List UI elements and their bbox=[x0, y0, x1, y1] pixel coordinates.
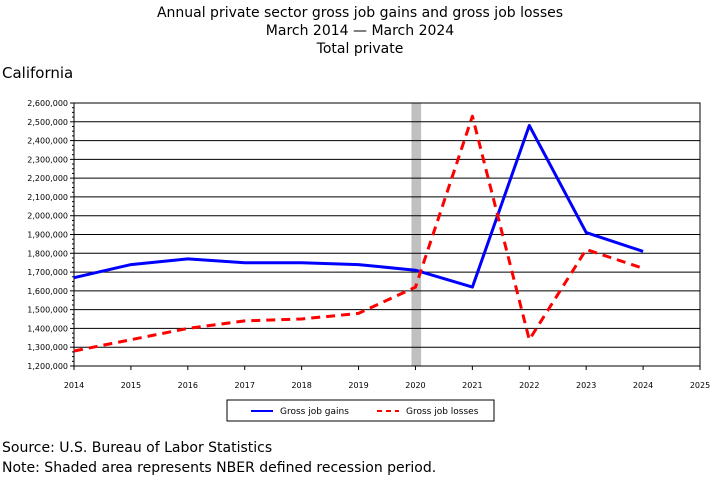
x-tick-label: 2024 bbox=[633, 381, 653, 390]
chart-subtitle-industry: Total private bbox=[316, 41, 404, 57]
x-tick-label: 2019 bbox=[348, 381, 368, 390]
y-tick-label: 2,300,000 bbox=[27, 155, 68, 164]
y-tick-label: 1,400,000 bbox=[27, 324, 68, 333]
gross-job-gains-line bbox=[73, 124, 644, 289]
legend-label-losses: Gross job losses bbox=[406, 407, 479, 417]
x-tick-label: 2020 bbox=[405, 381, 425, 390]
legend-box bbox=[226, 399, 495, 422]
y-tick-label: 1,800,000 bbox=[27, 249, 68, 258]
x-tick-label: 2023 bbox=[576, 381, 596, 390]
chart-title-block: Annual private sector gross job gains an… bbox=[0, 4, 720, 58]
y-tick-label: 1,300,000 bbox=[27, 343, 68, 352]
y-tick-label: 2,200,000 bbox=[27, 174, 68, 183]
recession-note: Note: Shaded area represents NBER define… bbox=[2, 460, 437, 476]
source-note: Source: U.S. Bureau of Labor Statistics bbox=[2, 440, 273, 456]
y-tick-label: 2,500,000 bbox=[27, 118, 68, 127]
x-tick-label: 2017 bbox=[235, 381, 255, 390]
y-tick-label: 2,400,000 bbox=[27, 137, 68, 146]
y-tick-label: 2,600,000 bbox=[27, 99, 68, 108]
y-tick-label: 1,900,000 bbox=[27, 231, 68, 240]
y-tick-label: 1,200,000 bbox=[27, 362, 68, 371]
region-label: California bbox=[2, 64, 74, 82]
x-tick-label: 2021 bbox=[462, 381, 482, 390]
y-tick-label: 1,600,000 bbox=[27, 287, 68, 296]
chart-title: Annual private sector gross job gains an… bbox=[156, 5, 564, 21]
x-tick-label: 2022 bbox=[519, 381, 539, 390]
y-tick-label: 2,000,000 bbox=[27, 212, 68, 221]
chart-subtitle-period: March 2014 — March 2024 bbox=[265, 23, 455, 39]
x-tick-label: 2015 bbox=[121, 381, 141, 390]
gross-job-losses-line bbox=[73, 114, 644, 353]
y-tick-label: 1,700,000 bbox=[27, 268, 68, 277]
x-tick-label: 2014 bbox=[64, 381, 84, 390]
x-tick-label: 2016 bbox=[178, 381, 198, 390]
x-tick-label: 2018 bbox=[291, 381, 311, 390]
y-tick-label: 2,100,000 bbox=[27, 193, 68, 202]
legend-label-gains: Gross job gains bbox=[280, 407, 349, 417]
x-tick-label: 2025 bbox=[690, 381, 710, 390]
y-tick-label: 1,500,000 bbox=[27, 306, 68, 315]
legend: Gross job gains Gross job losses bbox=[226, 399, 495, 422]
